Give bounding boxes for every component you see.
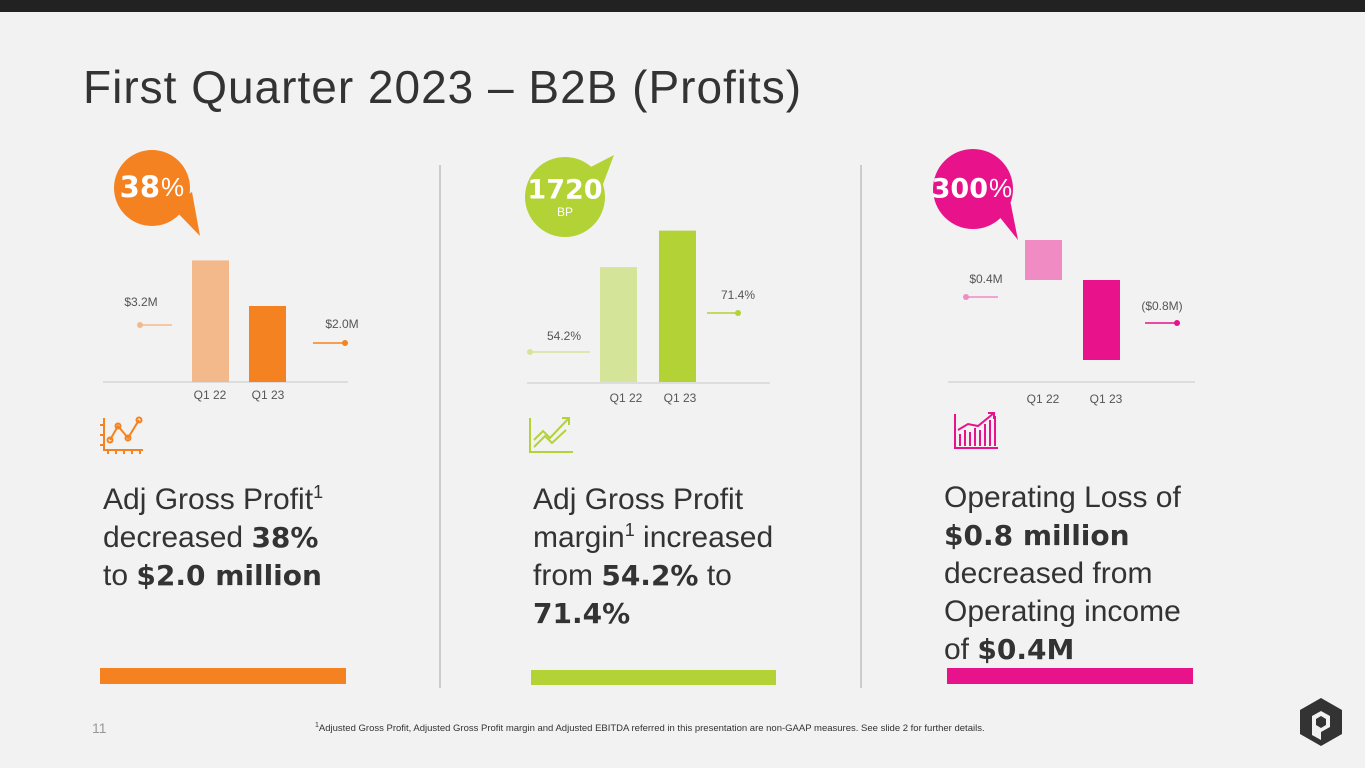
- icon: [529, 417, 573, 453]
- text-run: of: [944, 633, 978, 666]
- label-dot: [527, 349, 533, 355]
- badge-unit: %: [989, 173, 1012, 203]
- text-run: to: [103, 559, 137, 592]
- x-tick-label: Q1 22: [610, 391, 643, 405]
- logo: [1300, 698, 1342, 746]
- text-run: Operating Loss of: [944, 481, 1181, 514]
- text-run: decreased from: [944, 557, 1153, 590]
- badge: [114, 150, 190, 226]
- text-run: Adj Gross Profit: [103, 483, 314, 516]
- page-number: 11: [92, 720, 107, 736]
- panel-text: Operating Loss of $0.8 million decreased f…: [944, 479, 1181, 669]
- x-tick-label: Q1 23: [1090, 392, 1123, 406]
- x-tick-label: Q1 23: [252, 388, 285, 402]
- icon: [954, 412, 998, 449]
- badge-value: 38: [120, 170, 160, 204]
- bar: [192, 260, 229, 382]
- superscript: 1: [313, 482, 324, 502]
- footnote: 1Adjusted Gross Profit, Adjusted Gross P…: [315, 722, 985, 734]
- text-run: margin: [533, 521, 625, 554]
- label-dot: [137, 322, 143, 328]
- bold-run: 38%: [251, 521, 319, 554]
- x-tick-label: Q1 23: [664, 391, 697, 405]
- bar: [1025, 240, 1062, 280]
- bar: [600, 267, 637, 382]
- label-dot: [342, 340, 348, 346]
- x-tick-label: Q1 22: [1027, 392, 1060, 406]
- badge: [525, 157, 605, 237]
- superscript: 1: [315, 722, 319, 729]
- bar: [659, 230, 696, 382]
- bold-run: 54.2%: [601, 559, 699, 592]
- bold-run: $2.0 million: [136, 559, 322, 592]
- bold-run: $0.8 million: [944, 519, 1130, 552]
- bold-run: $0.4M: [977, 633, 1075, 666]
- value-label: $0.4M: [969, 272, 1002, 286]
- badge-value: 300: [932, 174, 988, 205]
- text-run: increased: [634, 521, 774, 554]
- label-dot: [963, 294, 969, 300]
- value-label: $3.2M: [124, 295, 157, 309]
- text-run: Adj Gross Profit: [533, 483, 744, 516]
- text-run: to: [698, 559, 732, 592]
- text-run: from: [533, 559, 602, 592]
- text-run: Operating income: [944, 595, 1181, 628]
- value-label: 54.2%: [547, 329, 581, 343]
- panel-text: Adj Gross Profit1 decreased 38% to $2.0 mi…: [103, 481, 323, 595]
- slide-title: First Quarter 2023 – B2B (Profits): [83, 61, 803, 113]
- accent-bar: [947, 668, 1193, 684]
- value-label: $2.0M: [325, 317, 358, 331]
- top-bar: [0, 0, 1365, 12]
- bar: [1083, 280, 1120, 360]
- label-dot: [1174, 320, 1180, 326]
- value-label: 71.4%: [721, 288, 755, 302]
- accent-bar: [531, 670, 776, 685]
- text-run: decreased: [103, 521, 252, 554]
- badge-unit: %: [161, 172, 184, 202]
- badge-pointer: [585, 155, 614, 192]
- accent-bar: [100, 668, 346, 684]
- badge-value: 1720: [527, 175, 602, 206]
- value-label: ($0.8M): [1141, 299, 1182, 313]
- bar: [249, 306, 286, 382]
- badge: [933, 149, 1013, 229]
- icon: [100, 416, 143, 454]
- x-tick-label: Q1 22: [194, 388, 227, 402]
- footnote-text: Adjusted Gross Profit, Adjusted Gross Pr…: [318, 723, 985, 735]
- badge-unit: BP: [557, 205, 573, 219]
- panel-text: Adj Gross Profit margin1 increased from 54…: [533, 481, 773, 633]
- bold-run: 71.4%: [533, 597, 631, 630]
- label-dot: [735, 310, 741, 316]
- superscript: 1: [624, 520, 635, 540]
